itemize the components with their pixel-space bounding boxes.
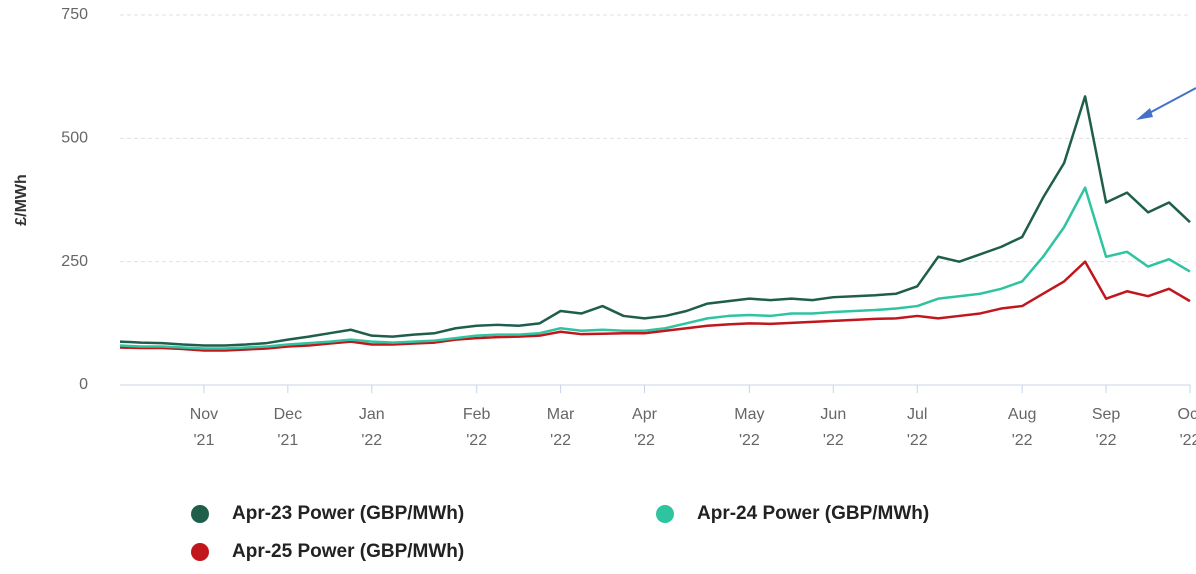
legend-label: Apr-23 Power (GBP/MWh): [232, 503, 464, 524]
x-tick-label: Mar: [547, 406, 575, 423]
y-tick-label: 250: [61, 253, 88, 270]
x-tick-label: Sep: [1092, 406, 1121, 423]
x-tick-label: Jun: [820, 406, 846, 423]
legend-label: Apr-24 Power (GBP/MWh): [697, 503, 929, 524]
x-tick-label: Jul: [907, 406, 927, 423]
x-tick-label: '21: [193, 432, 214, 449]
x-tick-label: Jan: [359, 406, 385, 423]
x-tick-label: '22: [1096, 432, 1117, 449]
x-tick-label: Feb: [463, 406, 491, 423]
x-tick-label: '22: [361, 432, 382, 449]
line-series: [119, 95, 1191, 347]
y-tick-label: 750: [61, 6, 88, 23]
legend-marker: [656, 505, 674, 523]
x-tick-label: Nov: [190, 406, 218, 423]
x-tick-label: '22: [907, 432, 928, 449]
legend-marker: [191, 543, 209, 561]
x-tick-label: May: [734, 406, 764, 423]
y-tick-label: 500: [61, 130, 88, 147]
legend-label: Apr-25 Power (GBP/MWh): [232, 541, 464, 562]
x-tick-label: '22: [634, 432, 655, 449]
line-series: [119, 186, 1191, 350]
x-tick-label: '22: [550, 432, 571, 449]
legend-marker: [191, 505, 209, 523]
x-tick-label: Aug: [1008, 406, 1036, 423]
x-tick-label: '22: [1180, 432, 1196, 449]
y-axis-label: £/MWh: [13, 174, 30, 226]
line-series: [119, 260, 1191, 352]
y-tick-label: 0: [79, 376, 88, 393]
x-tick-label: Oct: [1178, 406, 1196, 423]
x-tick-label: '22: [739, 432, 760, 449]
x-tick-label: '22: [1012, 432, 1033, 449]
x-tick-label: '22: [466, 432, 487, 449]
x-tick-label: '21: [277, 432, 298, 449]
x-tick-label: Dec: [274, 406, 302, 423]
x-tick-label: '22: [823, 432, 844, 449]
arrow-head: [1136, 108, 1153, 120]
x-tick-label: Apr: [632, 406, 658, 423]
